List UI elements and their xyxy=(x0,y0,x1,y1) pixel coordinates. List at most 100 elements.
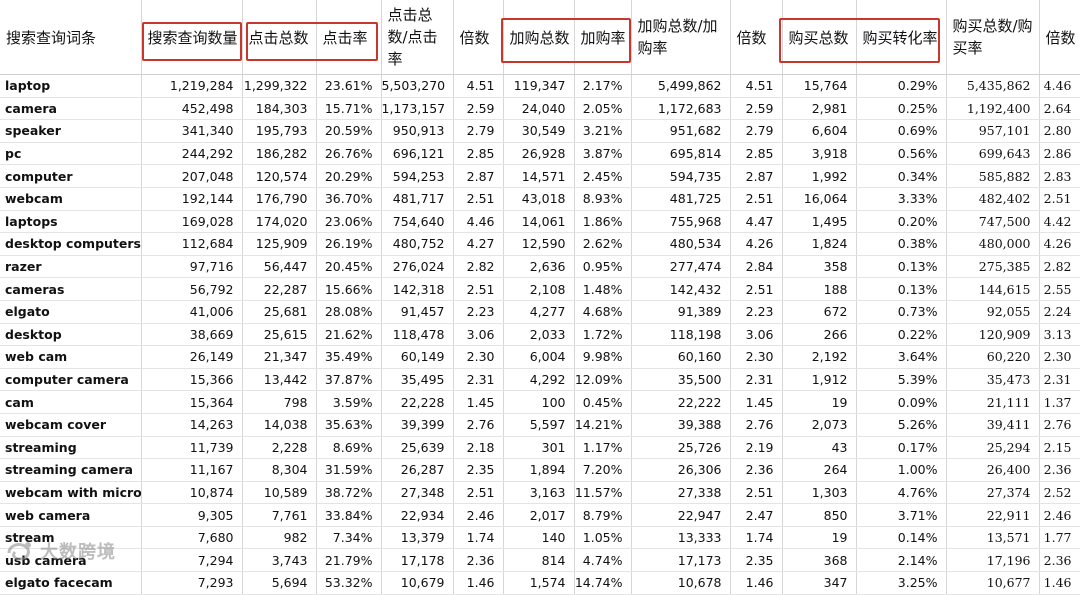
table-cell[interactable]: 21,111 xyxy=(946,390,1040,414)
table-cell[interactable]: 2.31 xyxy=(453,368,504,392)
table-cell[interactable]: 4.74% xyxy=(574,548,632,573)
table-cell[interactable]: 4.26 xyxy=(1039,232,1080,256)
table-cell[interactable]: 56,447 xyxy=(242,255,317,279)
table-cell[interactable]: 192,144 xyxy=(141,187,243,211)
table-cell[interactable]: 1,219,284 xyxy=(141,74,243,98)
table-cell[interactable]: 696,121 xyxy=(381,142,454,166)
table-cell[interactable]: 2,636 xyxy=(503,255,575,279)
search-term-cell[interactable]: speaker xyxy=(0,119,142,143)
table-cell[interactable]: 3.21% xyxy=(574,119,632,143)
table-cell[interactable]: 6,004 xyxy=(503,345,575,369)
table-cell[interactable]: 24,040 xyxy=(503,97,575,121)
table-cell[interactable]: 301 xyxy=(503,436,575,460)
table-cell[interactable]: 15,764 xyxy=(782,74,857,98)
table-cell[interactable]: 594,253 xyxy=(381,164,454,188)
table-cell[interactable]: 0.20% xyxy=(856,210,947,234)
table-cell[interactable]: 174,020 xyxy=(242,210,317,234)
table-cell[interactable]: 2.82 xyxy=(1039,255,1080,279)
table-cell[interactable]: 17,178 xyxy=(381,548,454,573)
table-cell[interactable]: 27,374 xyxy=(946,481,1040,505)
search-term-cell[interactable]: cam xyxy=(0,390,142,414)
table-cell[interactable]: 0.09% xyxy=(856,390,947,414)
table-cell[interactable]: 2.17% xyxy=(574,74,632,98)
table-cell[interactable]: 22,287 xyxy=(242,277,317,301)
table-cell[interactable]: 3.06 xyxy=(730,323,783,347)
table-cell[interactable]: 3.64% xyxy=(856,345,947,369)
header-multiple-2[interactable]: 倍数 xyxy=(730,0,783,75)
table-cell[interactable]: 482,402 xyxy=(946,187,1040,211)
table-cell[interactable]: 2.36 xyxy=(453,548,504,573)
table-cell[interactable]: 26,928 xyxy=(503,142,575,166)
table-cell[interactable]: 8,304 xyxy=(242,458,317,482)
header-search-term[interactable]: 搜索查询词条 xyxy=(0,0,142,75)
table-cell[interactable]: 347 xyxy=(782,571,857,595)
table-cell[interactable]: 13,379 xyxy=(381,526,454,550)
table-cell[interactable]: 2.84 xyxy=(730,255,783,279)
table-cell[interactable]: 814 xyxy=(503,548,575,573)
table-cell[interactable]: 35,500 xyxy=(631,368,731,392)
table-cell[interactable]: 36.70% xyxy=(316,187,382,211)
table-cell[interactable]: 120,909 xyxy=(946,323,1040,347)
table-cell[interactable]: 2.35 xyxy=(730,548,783,573)
table-cell[interactable]: 1.77 xyxy=(1039,526,1080,550)
table-cell[interactable]: 4.51 xyxy=(453,74,504,98)
table-cell[interactable]: 43,018 xyxy=(503,187,575,211)
table-cell[interactable]: 798 xyxy=(242,390,317,414)
search-term-cell[interactable]: computer camera xyxy=(0,368,142,392)
search-term-cell[interactable]: laptop xyxy=(0,74,142,98)
table-cell[interactable]: 22,222 xyxy=(631,390,731,414)
table-cell[interactable]: 17,196 xyxy=(946,548,1040,573)
search-term-cell[interactable]: razer xyxy=(0,255,142,279)
table-cell[interactable]: 1.37 xyxy=(1039,390,1080,414)
search-term-cell[interactable]: stream xyxy=(0,526,142,550)
table-cell[interactable]: 5.39% xyxy=(856,368,947,392)
table-cell[interactable]: 2.76 xyxy=(730,413,783,437)
table-cell[interactable]: 480,752 xyxy=(381,232,454,256)
table-cell[interactable]: 358 xyxy=(782,255,857,279)
table-cell[interactable]: 341,340 xyxy=(141,119,243,143)
header-purchase-rate[interactable]: 购买转化率 xyxy=(856,0,947,75)
table-cell[interactable]: 699,643 xyxy=(946,142,1040,166)
table-cell[interactable]: 1.74 xyxy=(453,526,504,550)
table-cell[interactable]: 481,717 xyxy=(381,187,454,211)
table-cell[interactable]: 23.06% xyxy=(316,210,382,234)
table-cell[interactable]: 140 xyxy=(503,526,575,550)
table-cell[interactable]: 14,571 xyxy=(503,164,575,188)
table-cell[interactable]: 14.21% xyxy=(574,413,632,437)
table-cell[interactable]: 2.76 xyxy=(1039,413,1080,437)
table-cell[interactable]: 4.51 xyxy=(730,74,783,98)
table-cell[interactable]: 2.46 xyxy=(1039,503,1080,527)
header-multiple-3[interactable]: 倍数 xyxy=(1039,0,1080,75)
table-cell[interactable]: 91,457 xyxy=(381,300,454,324)
table-cell[interactable]: 2.45% xyxy=(574,164,632,188)
table-cell[interactable]: 60,149 xyxy=(381,345,454,369)
table-cell[interactable]: 142,318 xyxy=(381,277,454,301)
table-cell[interactable]: 2.14% xyxy=(856,548,947,573)
table-cell[interactable]: 755,968 xyxy=(631,210,731,234)
table-cell[interactable]: 2.62% xyxy=(574,232,632,256)
table-cell[interactable]: 39,399 xyxy=(381,413,454,437)
table-cell[interactable]: 2.85 xyxy=(453,142,504,166)
table-cell[interactable]: 7,293 xyxy=(141,571,243,595)
table-cell[interactable]: 7,680 xyxy=(141,526,243,550)
table-cell[interactable]: 950,913 xyxy=(381,119,454,143)
table-cell[interactable]: 0.17% xyxy=(856,436,947,460)
table-cell[interactable]: 3.87% xyxy=(574,142,632,166)
table-cell[interactable]: 1.74 xyxy=(730,526,783,550)
table-cell[interactable]: 747,500 xyxy=(946,210,1040,234)
table-cell[interactable]: 3,918 xyxy=(782,142,857,166)
header-cart-div-rate[interactable]: 加购总数/加购率 xyxy=(631,0,731,75)
table-cell[interactable]: 5,597 xyxy=(503,413,575,437)
table-cell[interactable]: 7.20% xyxy=(574,458,632,482)
table-cell[interactable]: 368 xyxy=(782,548,857,573)
table-cell[interactable]: 5.26% xyxy=(856,413,947,437)
table-cell[interactable]: 112,684 xyxy=(141,232,243,256)
table-cell[interactable]: 186,282 xyxy=(242,142,317,166)
table-cell[interactable]: 0.13% xyxy=(856,255,947,279)
table-cell[interactable]: 672 xyxy=(782,300,857,324)
table-cell[interactable]: 169,028 xyxy=(141,210,243,234)
table-cell[interactable]: 10,677 xyxy=(946,571,1040,595)
search-term-cell[interactable]: camera xyxy=(0,97,142,121)
table-cell[interactable]: 2.23 xyxy=(730,300,783,324)
table-cell[interactable]: 2.36 xyxy=(1039,548,1080,573)
